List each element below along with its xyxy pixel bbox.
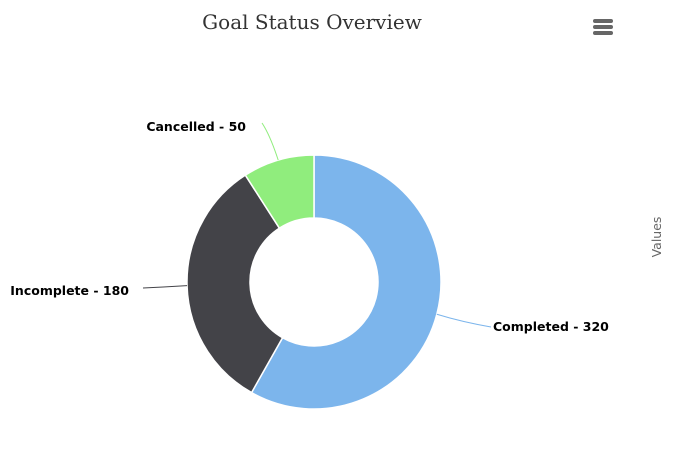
- menu-bar: [593, 25, 613, 29]
- donut-slices: [186, 154, 442, 410]
- data-label-cancelled: Cancelled - 50: [146, 119, 246, 134]
- slice-completed[interactable]: [250, 154, 442, 410]
- hamburger-menu-icon[interactable]: [588, 14, 618, 40]
- data-labels: Completed - 320 Incomplete - 180 Cancelled…: [10, 119, 609, 334]
- connector-incomplete: [142, 285, 188, 289]
- slice-cancelled[interactable]: [244, 154, 315, 230]
- data-label-incomplete: Incomplete - 180: [10, 283, 129, 298]
- y-axis-label: Values: [649, 217, 664, 258]
- menu-bar: [593, 19, 613, 23]
- label-connectors: [142, 122, 492, 328]
- chart-title: Goal Status Overview: [202, 10, 422, 34]
- data-label-completed: Completed - 320: [493, 319, 609, 334]
- connector-cancelled: [261, 122, 279, 161]
- menu-bar: [593, 31, 613, 35]
- connector-completed: [436, 313, 492, 328]
- slice-incomplete[interactable]: [186, 174, 284, 394]
